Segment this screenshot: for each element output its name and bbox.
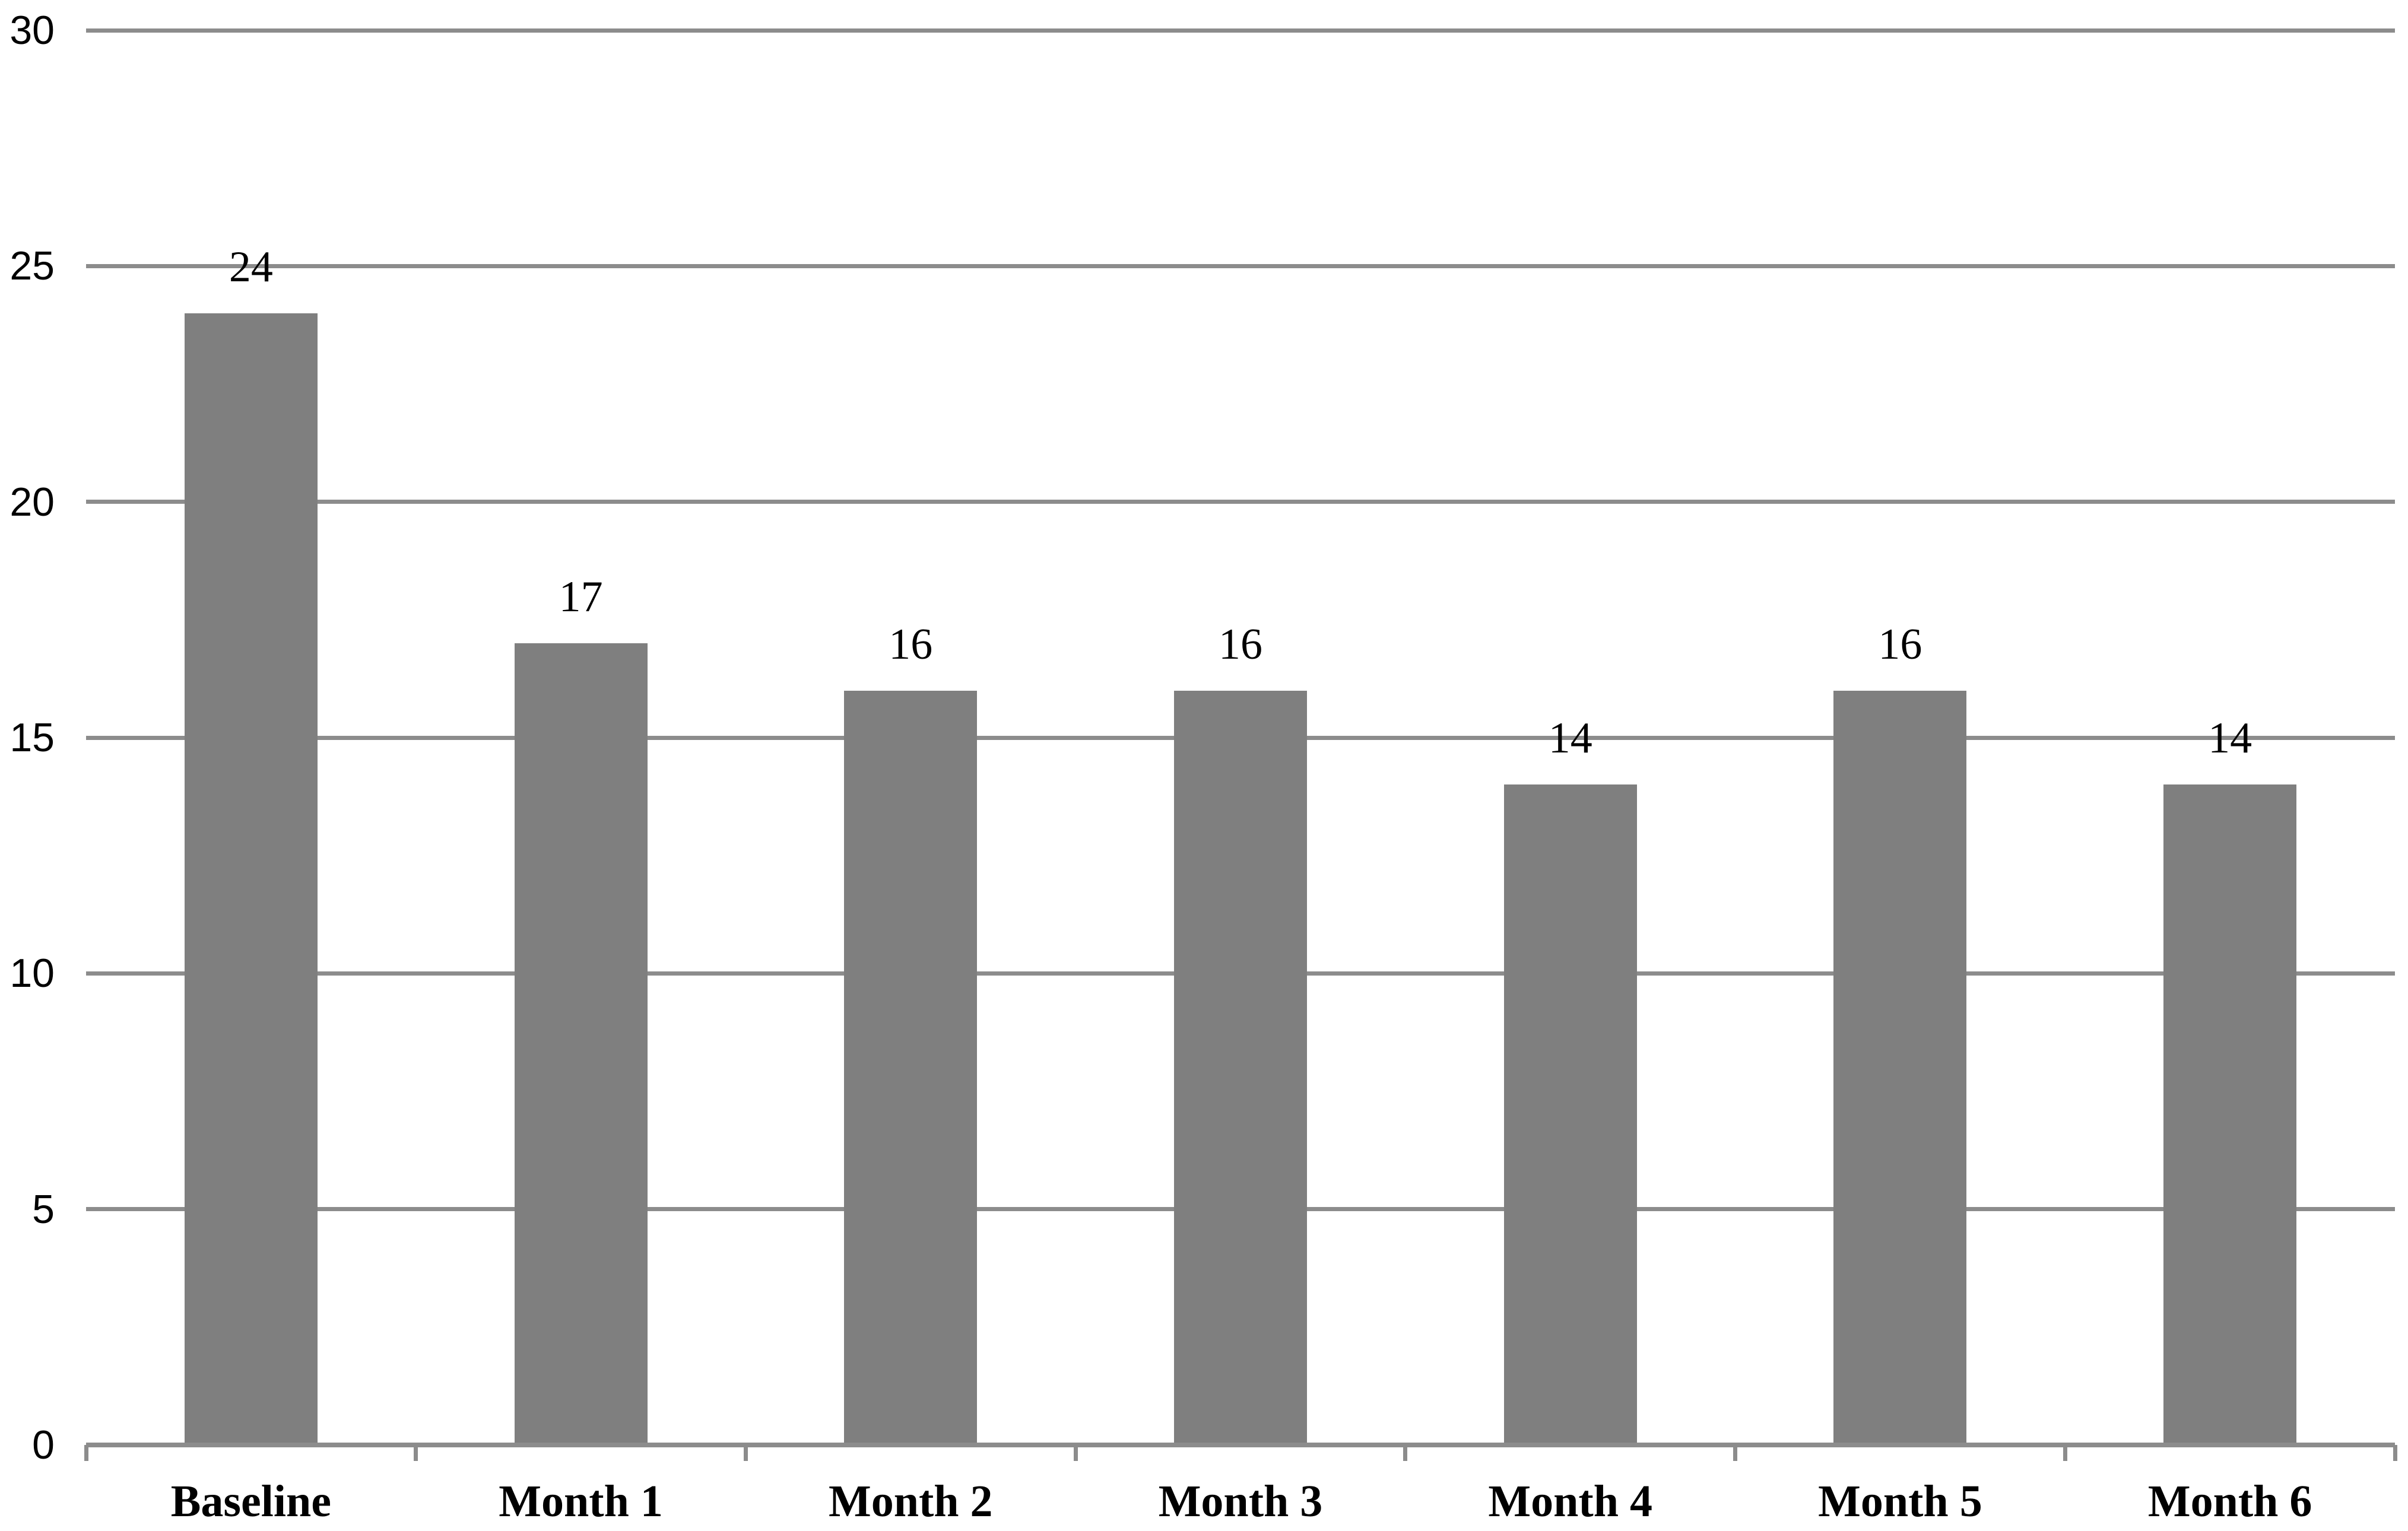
x-axis-tick-3 — [1073, 1445, 1078, 1461]
data-label-month-2: 16 — [889, 620, 933, 669]
category-label-month-4: Month 4 — [1488, 1476, 1652, 1526]
y-tick-label-15: 15 — [9, 715, 55, 760]
bar-month-1 — [514, 643, 648, 1445]
data-label-month-6: 14 — [2208, 714, 2252, 763]
category-label-month-6: Month 6 — [2147, 1476, 2312, 1526]
category-label-month-2: Month 2 — [828, 1476, 993, 1526]
x-axis-tick-1 — [414, 1445, 418, 1461]
gridline-20 — [86, 500, 2395, 504]
bar-month-4 — [1503, 784, 1637, 1445]
data-label-month-1: 17 — [559, 573, 603, 622]
category-label-baseline: Baseline — [170, 1476, 331, 1526]
x-axis-tick-0 — [84, 1445, 88, 1461]
category-label-month-3: Month 3 — [1158, 1476, 1323, 1526]
data-label-month-3: 16 — [1219, 620, 1262, 669]
bar-month-5 — [1833, 690, 1967, 1445]
bar-month-6 — [2163, 784, 2297, 1445]
y-tick-label-0: 0 — [32, 1422, 55, 1468]
x-axis-line — [86, 1443, 2395, 1447]
bar-month-2 — [844, 690, 978, 1445]
category-label-month-1: Month 1 — [499, 1476, 663, 1526]
category-label-month-5: Month 5 — [1818, 1476, 1982, 1526]
gridline-30 — [86, 28, 2395, 33]
bar-month-3 — [1174, 690, 1307, 1445]
y-tick-label-5: 5 — [32, 1186, 55, 1232]
y-tick-label-10: 10 — [9, 951, 55, 996]
x-axis-tick-7 — [2393, 1445, 2397, 1461]
bar-baseline — [184, 313, 318, 1445]
gridline-25 — [86, 263, 2395, 268]
y-tick-label-20: 20 — [9, 479, 55, 525]
y-tick-label-25: 25 — [9, 243, 55, 289]
x-axis-tick-5 — [1733, 1445, 1738, 1461]
data-label-month-5: 16 — [1878, 620, 1922, 669]
data-label-month-4: 14 — [1548, 714, 1592, 763]
x-axis-tick-6 — [2063, 1445, 2067, 1461]
x-axis-tick-2 — [743, 1445, 748, 1461]
x-axis-tick-4 — [1403, 1445, 1408, 1461]
data-label-baseline: 24 — [229, 242, 273, 291]
y-tick-label-30: 30 — [9, 8, 55, 53]
